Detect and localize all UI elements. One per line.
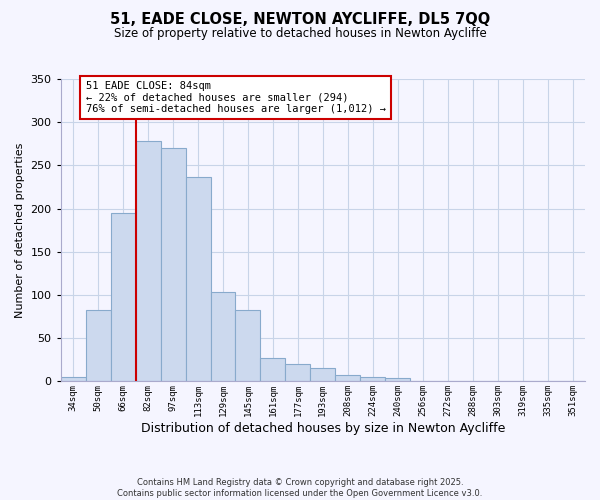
Bar: [485, 380, 510, 382]
Bar: [185, 176, 211, 382]
X-axis label: Distribution of detached houses by size in Newton Aycliffe: Distribution of detached houses by size …: [140, 422, 505, 435]
Bar: [211, 292, 235, 382]
Bar: [161, 148, 185, 382]
Bar: [235, 310, 260, 382]
Text: Size of property relative to detached houses in Newton Aycliffe: Size of property relative to detached ho…: [113, 28, 487, 40]
Text: 51 EADE CLOSE: 84sqm
← 22% of detached houses are smaller (294)
76% of semi-deta: 51 EADE CLOSE: 84sqm ← 22% of detached h…: [86, 80, 386, 114]
Bar: [385, 378, 410, 382]
Text: Contains HM Land Registry data © Crown copyright and database right 2025.
Contai: Contains HM Land Registry data © Crown c…: [118, 478, 482, 498]
Bar: [335, 376, 361, 382]
Bar: [286, 364, 310, 382]
Bar: [61, 377, 86, 382]
Text: 51, EADE CLOSE, NEWTON AYCLIFFE, DL5 7QQ: 51, EADE CLOSE, NEWTON AYCLIFFE, DL5 7QQ: [110, 12, 490, 28]
Bar: [260, 358, 286, 382]
Bar: [110, 213, 136, 382]
Y-axis label: Number of detached properties: Number of detached properties: [15, 142, 25, 318]
Bar: [535, 380, 560, 382]
Bar: [310, 368, 335, 382]
Bar: [86, 310, 110, 382]
Bar: [136, 141, 161, 382]
Bar: [361, 377, 385, 382]
